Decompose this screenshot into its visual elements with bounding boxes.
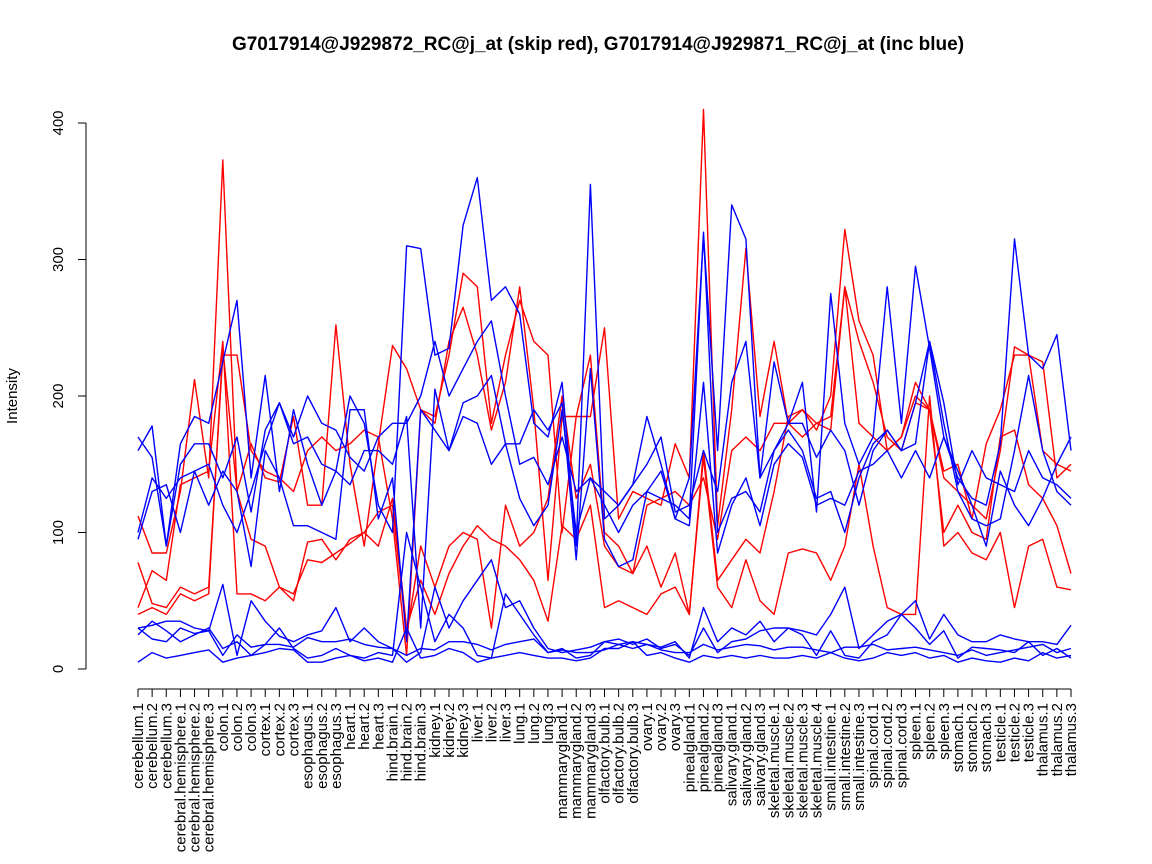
series-line-inc-10: [137, 559, 1072, 663]
x-tick-label: liver.1: [469, 703, 486, 742]
x-tick-label: spleen.2: [922, 703, 939, 760]
x-tick-label: ovary.1: [639, 703, 656, 751]
x-tick-label: skeletal.muscle.1: [766, 703, 783, 818]
y-tick-label: 300: [50, 247, 67, 272]
x-tick-label: olfactory.bulb.2: [611, 703, 628, 804]
x-tick-label: pinealgland.3: [710, 703, 727, 792]
x-tick-label: esophagus.1: [300, 703, 317, 789]
x-tick-label: thalamus.2: [1049, 703, 1066, 776]
x-tick-label: stomach.2: [964, 703, 981, 772]
x-tick-label: spleen.1: [908, 703, 925, 760]
x-tick-label: mammarygland.1: [554, 703, 571, 819]
x-tick-label: esophagus.3: [328, 703, 345, 789]
y-tick-label: 400: [50, 110, 67, 135]
x-tick-label: cerebral.hemisphere.1: [172, 703, 189, 852]
x-tick-label: colon.3: [243, 703, 260, 751]
x-tick-label: spinal.cord.3: [893, 703, 910, 788]
x-tick-label: skeletal.muscle.4: [809, 703, 826, 818]
series-line-skip-3: [137, 286, 1072, 636]
x-tick-label: olfactory.bulb.3: [625, 703, 642, 804]
series-line-inc-12: [137, 627, 1072, 663]
x-tick-label: hind.brain.3: [413, 703, 430, 781]
x-tick-label: heart.1: [342, 703, 359, 750]
y-tick-label: 200: [50, 383, 67, 408]
x-tick-label: cortex.3: [286, 703, 303, 756]
x-tick-label: mammarygland.3: [582, 703, 599, 819]
series-layer: [137, 108, 1072, 663]
x-tick-label: testicle.3: [1021, 703, 1038, 762]
y-axis: 0 100 200 300 400: [50, 110, 87, 673]
x-tick-label: testicle.2: [1006, 703, 1023, 762]
series-line-skip-2: [137, 286, 1072, 657]
x-tick-label: colon.2: [229, 703, 246, 751]
x-tick-label: stomach.1: [950, 703, 967, 772]
x-tick-label: lung.2: [526, 703, 543, 744]
x-tick-label: lung.1: [512, 703, 529, 744]
x-tick-label: cerebral.hemisphere.3: [201, 703, 218, 852]
series-line-inc-6: [137, 320, 1072, 547]
x-tick-label: cerebral.hemisphere.2: [187, 703, 204, 852]
series-line-skip-1: [137, 108, 1072, 554]
x-tick-label: mammarygland.2: [568, 703, 585, 819]
x-tick-label: ovary.2: [653, 703, 670, 751]
x-tick-label: colon.1: [215, 703, 232, 751]
x-tick-label: spinal.cord.1: [865, 703, 882, 788]
x-tick-label: ovary.3: [667, 703, 684, 751]
series-line-inc-7: [137, 231, 1072, 629]
x-tick-label: cortex.1: [257, 703, 274, 756]
y-axis-label: Intensity: [4, 368, 21, 424]
x-tick-label: esophagus.2: [314, 703, 331, 789]
x-tick-label: pinealgland.2: [695, 703, 712, 792]
x-tick-label: stomach.3: [978, 703, 995, 772]
x-tick-label: kidney.3: [455, 703, 472, 758]
series-line-inc-11: [137, 531, 1072, 659]
x-tick-label: pinealgland.1: [681, 703, 698, 792]
x-tick-label: skeletal.muscle.2: [780, 703, 797, 818]
x-tick-label: small.intestine.1: [823, 703, 840, 811]
x-tick-label: testicle.1: [992, 703, 1009, 762]
y-tick-label: 100: [50, 520, 67, 545]
x-tick-label: hind.brain.2: [399, 703, 416, 781]
x-tick-label: spleen.3: [936, 703, 953, 760]
x-tick-label: thalamus.3: [1063, 703, 1080, 776]
x-tick-label: salivary.gland.3: [752, 703, 769, 806]
x-tick-label: heart.3: [370, 703, 387, 750]
x-tick-label: cortex.2: [271, 703, 288, 756]
x-tick-label: heart.2: [356, 703, 373, 750]
series-line-inc-8: [137, 368, 1072, 643]
series-line-skip-4: [137, 347, 1072, 629]
x-tick-label: thalamus.1: [1035, 703, 1052, 776]
series-line-inc-9: [137, 620, 1072, 657]
x-tick-label: salivary.gland.2: [738, 703, 755, 806]
y-tick-label: 0: [50, 665, 67, 673]
chart-title: G7017914@J929872_RC@j_at (skip red), G70…: [232, 34, 964, 55]
x-tick-label: hind.brain.1: [384, 703, 401, 781]
x-tick-label: spinal.cord.2: [879, 703, 896, 788]
x-tick-label: olfactory.bulb.1: [597, 703, 614, 804]
x-axis: cerebellum.1cerebellum.2cerebellum.3cere…: [130, 688, 1080, 852]
x-tick-label: kidney.1: [427, 703, 444, 758]
x-tick-label: salivary.gland.1: [724, 703, 741, 806]
x-tick-label: kidney.2: [441, 703, 458, 758]
series-line-inc-5: [137, 176, 1072, 547]
x-tick-label: small.intestine.3: [851, 703, 868, 811]
x-tick-label: cerebellum.2: [144, 703, 161, 789]
x-tick-label: cerebellum.3: [158, 703, 175, 789]
x-tick-label: skeletal.muscle.3: [794, 703, 811, 818]
x-tick-label: small.intestine.2: [837, 703, 854, 811]
x-tick-label: cerebellum.1: [130, 703, 147, 789]
x-tick-label: liver.3: [498, 703, 515, 742]
x-tick-label: liver.2: [483, 703, 500, 742]
x-tick-label: lung.3: [540, 703, 557, 744]
